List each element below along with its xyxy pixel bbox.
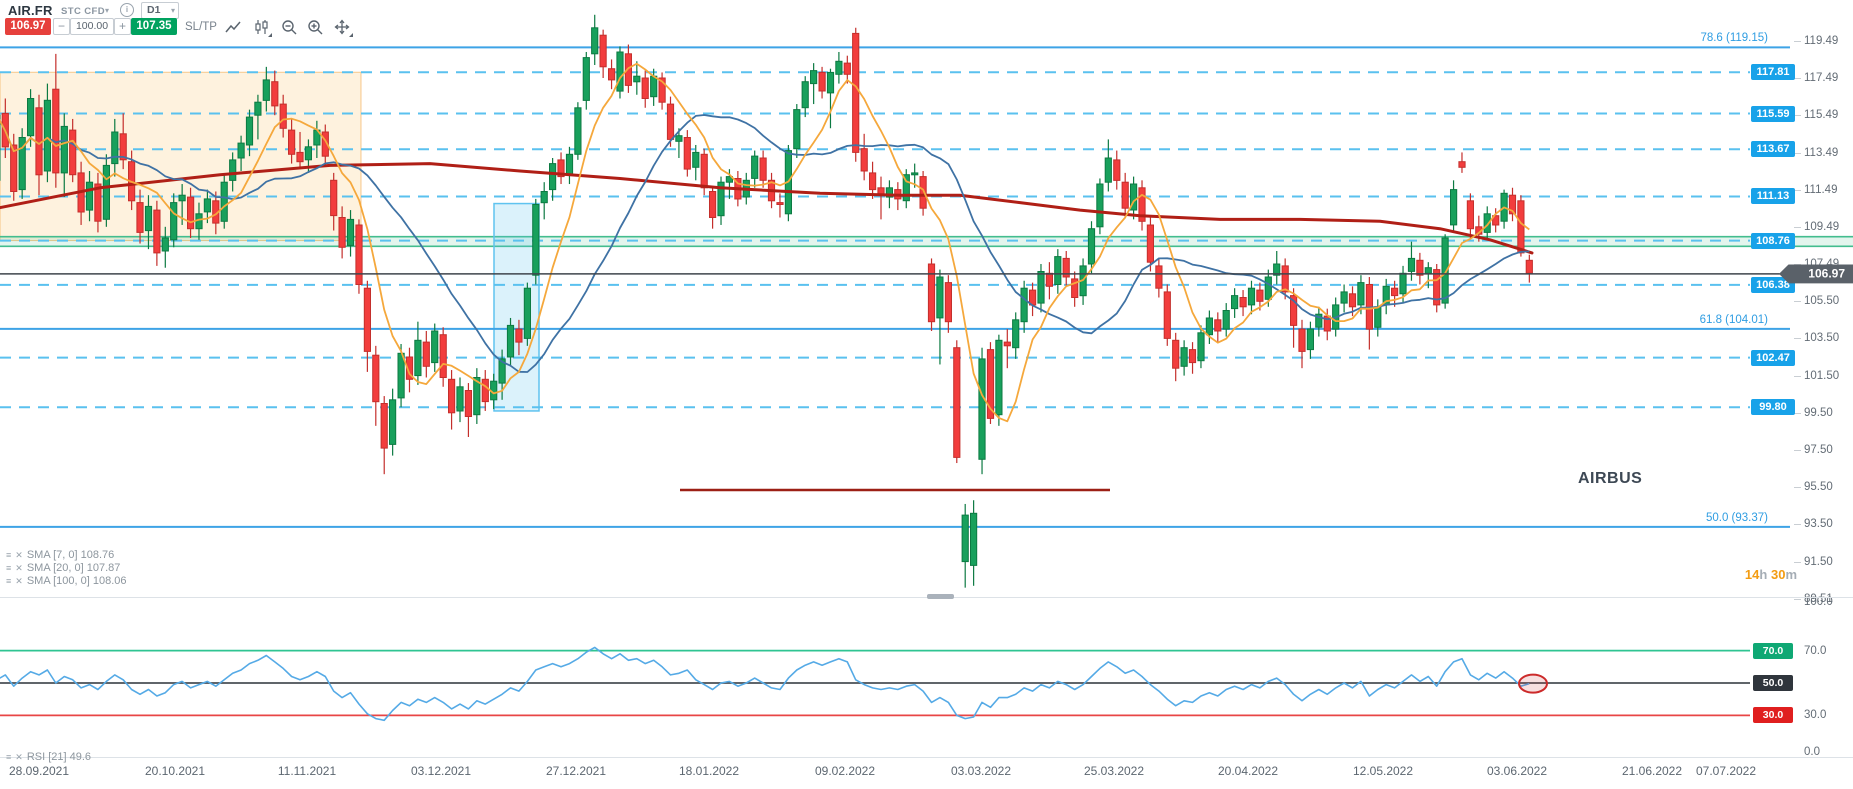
trend-line-icon[interactable] [225,19,242,35]
candle-countdown: 14h 30m [1744,567,1797,582]
rsi-legend-row: ≡ ✕ RSI [21] 49.6 [6,750,91,763]
sma20-legend-row: ≡ ✕ SMA [20, 0] 107.87 [6,561,127,574]
market-label[interactable]: STC CFD [61,6,105,17]
settings-icon[interactable]: ≡ [6,549,12,560]
rsi-legend: ≡ ✕ RSI [21] 49.6 [6,750,91,763]
sma-legend: ≡ ✕ SMA [7, 0] 108.76 ≡ ✕ SMA [20, 0] 10… [6,548,127,587]
volume-decrease-button[interactable]: − [53,18,70,35]
sltp-label[interactable]: SL/TP [185,21,217,33]
timeframe-dropdown[interactable]: D1 ▾ [141,2,179,19]
close-icon[interactable]: ✕ [15,575,23,586]
sma7-legend-label: SMA [7, 0] 108.76 [26,548,115,561]
pane-separator[interactable] [0,597,1853,598]
settings-icon[interactable]: ≡ [6,751,12,762]
sma20-legend-label: SMA [20, 0] 107.87 [26,561,121,574]
timeframe-value: D1 [147,4,161,16]
sma7-legend-row: ≡ ✕ SMA [7, 0] 108.76 [6,548,127,561]
pane-resize-handle[interactable] [927,594,954,599]
symbol-label: AIR.FR [8,3,53,18]
countdown-hours: 14 [1744,567,1760,582]
zoom-in-icon[interactable] [307,19,324,35]
info-icon[interactable]: i [120,3,134,17]
buy-price-button[interactable]: 107.35 [131,18,177,35]
sma100-legend-label: SMA [100, 0] 108.06 [26,574,127,587]
zoom-out-icon[interactable] [281,19,298,35]
move-crosshair-icon[interactable] [334,19,353,37]
chevron-down-icon: ▾ [170,6,175,15]
close-icon[interactable]: ✕ [15,549,23,560]
chevron-down-icon[interactable]: ▾ [105,6,110,15]
settings-icon[interactable]: ≡ [6,562,12,573]
volume-increase-button[interactable]: + [114,18,131,35]
sell-price-button[interactable]: 106.97 [5,18,51,35]
chart-type-candlestick-icon[interactable] [253,19,272,37]
axis-separator [0,757,1853,758]
instrument-watermark: AIRBUS [1578,470,1643,487]
settings-icon[interactable]: ≡ [6,575,12,586]
sma100-legend-row: ≡ ✕ SMA [100, 0] 108.06 [6,574,127,587]
countdown-minutes: 30 [1770,567,1786,582]
close-icon[interactable]: ✕ [15,562,23,573]
volume-input[interactable]: 100.00 [70,18,114,35]
close-icon[interactable]: ✕ [15,751,23,762]
rsi-legend-label: RSI [21] 49.6 [26,750,92,763]
